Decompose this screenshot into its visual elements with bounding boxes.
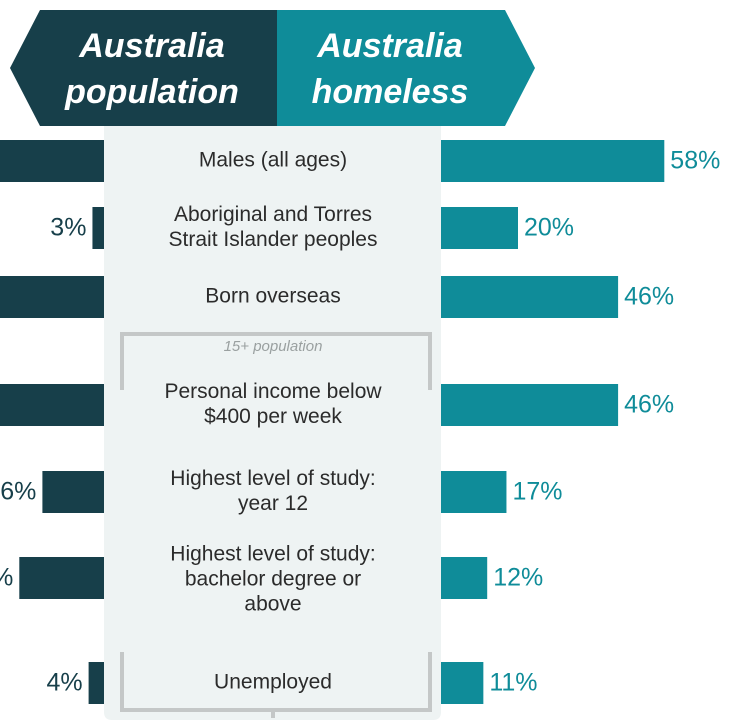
category-label: Personal income below (164, 380, 382, 403)
value-label: 16% (0, 478, 36, 506)
value-label: 58% (670, 147, 720, 175)
value-label: 17% (512, 478, 562, 506)
value-label: 22% (0, 564, 13, 592)
value-label: 4% (46, 669, 82, 697)
category-label: Highest level of study: (170, 543, 375, 566)
bar (441, 140, 665, 182)
bar (19, 557, 104, 599)
bar (0, 140, 104, 182)
bar (88, 662, 104, 704)
category-label: bachelor degree or (185, 568, 361, 591)
bar (441, 384, 619, 426)
category-label: Born overseas (205, 285, 340, 308)
category-label: Strait Islander peoples (169, 228, 378, 251)
category-label: $400 per week (204, 405, 342, 428)
category-label: Unemployed (214, 671, 332, 694)
category-label: Aboriginal and Torres (174, 203, 372, 226)
bracket-bottom (120, 652, 432, 718)
bar (441, 557, 488, 599)
bar (441, 662, 484, 704)
bracket-top (120, 332, 432, 390)
bar (92, 207, 104, 249)
value-label: 46% (624, 391, 674, 419)
bar (0, 384, 105, 426)
header-title: Australia (316, 27, 463, 65)
center-panel (104, 126, 441, 720)
value-label: 20% (524, 214, 574, 242)
category-label: year 12 (238, 492, 308, 515)
bar (42, 471, 104, 513)
bar (441, 207, 518, 249)
header-title: population (64, 73, 239, 111)
annotation: 15+ population (224, 338, 323, 355)
category-label: above (244, 593, 301, 616)
header-title: homeless (312, 73, 469, 111)
header-right (277, 10, 535, 126)
value-label: 46% (624, 283, 674, 311)
bar (0, 276, 105, 318)
header-title: Australia (78, 27, 225, 65)
category-label: Highest level of study: (170, 467, 375, 490)
bar (441, 471, 507, 513)
header-left (10, 10, 277, 126)
value-label: 3% (50, 214, 86, 242)
bar (441, 276, 619, 318)
value-label: 11% (489, 669, 537, 697)
value-label: 12% (493, 564, 543, 592)
category-label: Males (all ages) (199, 149, 347, 172)
